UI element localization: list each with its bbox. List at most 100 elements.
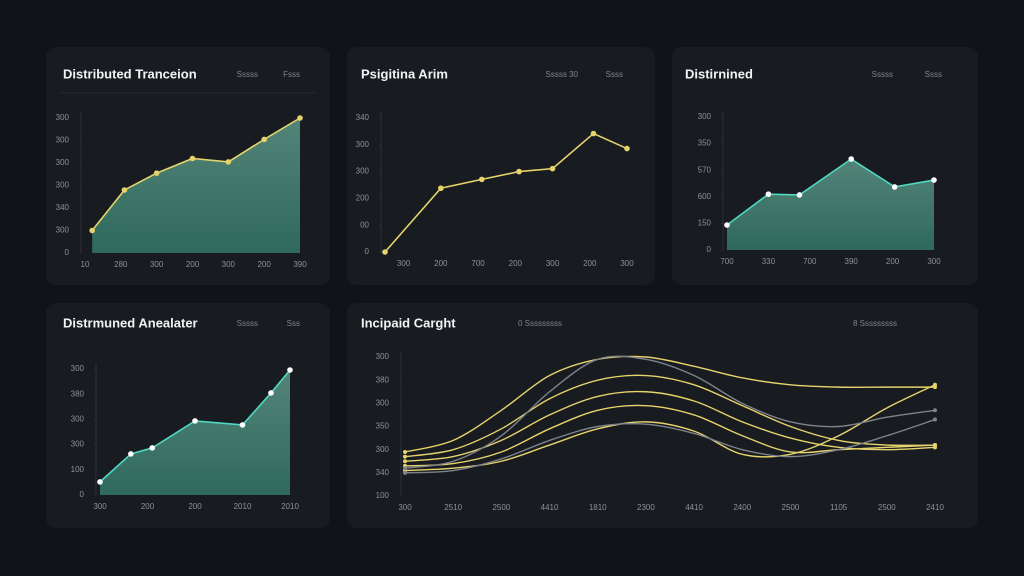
point — [933, 443, 937, 448]
y-tick-label: 00 — [360, 220, 369, 229]
point — [590, 130, 597, 137]
panel-title: Distributed Tranceion — [63, 66, 197, 81]
line — [404, 384, 936, 472]
point — [403, 459, 407, 464]
area-shade — [92, 118, 301, 253]
x-tick-label: 700 — [803, 257, 817, 266]
x-tick-label: 700 — [471, 259, 485, 268]
point — [89, 227, 95, 234]
point — [268, 390, 274, 396]
y-tick-label: 0 — [65, 248, 70, 257]
x-tick-label: 300 — [398, 503, 412, 512]
y-tick-label: 340 — [356, 113, 370, 122]
panel — [347, 303, 978, 528]
y-tick-label: 300 — [56, 226, 70, 235]
point — [624, 145, 630, 152]
point — [479, 176, 485, 183]
line — [404, 390, 936, 462]
y-tick-label: 300 — [376, 398, 390, 407]
point — [189, 155, 196, 162]
x-tick-label: 2500 — [782, 503, 800, 512]
line — [404, 355, 935, 453]
point — [97, 479, 103, 485]
y-tick-label: 300 — [71, 415, 85, 424]
y-tick-label: 300 — [698, 112, 712, 121]
y-tick-label: 570 — [698, 165, 712, 174]
x-tick-label: 2500 — [492, 503, 510, 512]
panel-title: Incipaid Carght — [361, 315, 456, 330]
panel-title: Distirnined — [685, 66, 753, 81]
x-tick-label: 700 — [720, 257, 734, 266]
header-control[interactable]: Sssss — [237, 319, 258, 328]
x-tick-label: 2010 — [234, 502, 252, 511]
point — [192, 418, 198, 424]
area-shade — [727, 159, 934, 250]
area-group — [727, 159, 934, 250]
header-control[interactable]: Sss — [287, 319, 300, 328]
x-tick-label: 200 — [186, 260, 200, 269]
y-tick-label: 300 — [56, 113, 70, 122]
x-tick-label: 300 — [93, 502, 107, 511]
x-tick-label: 300 — [222, 260, 236, 269]
header-control[interactable]: 0 Sssssssss — [518, 319, 562, 328]
y-tick-label: 150 — [698, 219, 712, 228]
x-tick-label: 200 — [141, 502, 155, 511]
point — [121, 187, 128, 193]
y-tick-label: 300 — [376, 352, 390, 361]
header-control[interactable]: Sssss 30 — [546, 70, 579, 79]
x-tick-label: 2300 — [637, 503, 655, 512]
x-tick-label: 200 — [257, 260, 271, 269]
point — [765, 191, 772, 197]
area-group — [92, 118, 301, 253]
line — [726, 158, 935, 226]
y-tick-label: 0 — [707, 245, 712, 254]
y-tick-label: 0 — [80, 490, 85, 499]
point — [724, 222, 730, 228]
point — [403, 466, 407, 471]
x-tick-label: 1810 — [589, 503, 607, 512]
header-control[interactable]: Fsss — [283, 70, 300, 79]
area-group — [100, 370, 290, 495]
y-tick-label: 380 — [376, 375, 390, 384]
point — [297, 115, 303, 121]
area-shade — [100, 370, 290, 495]
y-tick-label: 600 — [698, 192, 712, 201]
point — [287, 367, 293, 373]
x-tick-label: 2010 — [281, 502, 299, 511]
point — [931, 177, 937, 183]
point — [239, 422, 246, 428]
point — [225, 159, 232, 165]
point — [153, 170, 160, 176]
header-control[interactable]: Ssss — [925, 70, 942, 79]
x-tick-label: 200 — [509, 259, 523, 268]
y-tick-label: 100 — [71, 465, 85, 474]
x-tick-label: 390 — [293, 260, 307, 269]
x-tick-label: 2500 — [878, 503, 896, 512]
point — [382, 249, 388, 255]
header-control[interactable]: 8 Sssssssss — [853, 319, 897, 328]
header-control[interactable]: Ssss — [606, 70, 623, 79]
x-tick-label: 300 — [397, 259, 411, 268]
point — [549, 165, 556, 172]
point — [848, 156, 854, 162]
x-tick-label: 200 — [434, 259, 448, 268]
y-tick-label: 350 — [698, 139, 712, 148]
line — [404, 374, 936, 458]
panel-title: Psigitina Arim — [361, 66, 448, 81]
line — [404, 355, 936, 469]
panel — [347, 47, 655, 285]
header-control[interactable]: Sssss — [237, 70, 258, 79]
y-tick-label: 0 — [365, 247, 370, 256]
y-tick-label: 350 — [376, 422, 390, 431]
x-tick-label: 2410 — [926, 503, 944, 512]
point — [933, 382, 937, 387]
y-tick-label: 380 — [71, 389, 85, 398]
panel-title: Distrmuned Anealater — [63, 315, 198, 330]
x-tick-label: 10 — [81, 260, 90, 269]
y-tick-label: 300 — [56, 136, 70, 145]
point — [403, 449, 407, 454]
header-control[interactable]: Sssss — [872, 70, 893, 79]
x-tick-label: 330 — [762, 257, 776, 266]
y-tick-label: 340 — [56, 203, 70, 212]
y-tick-label: 300 — [56, 181, 70, 190]
